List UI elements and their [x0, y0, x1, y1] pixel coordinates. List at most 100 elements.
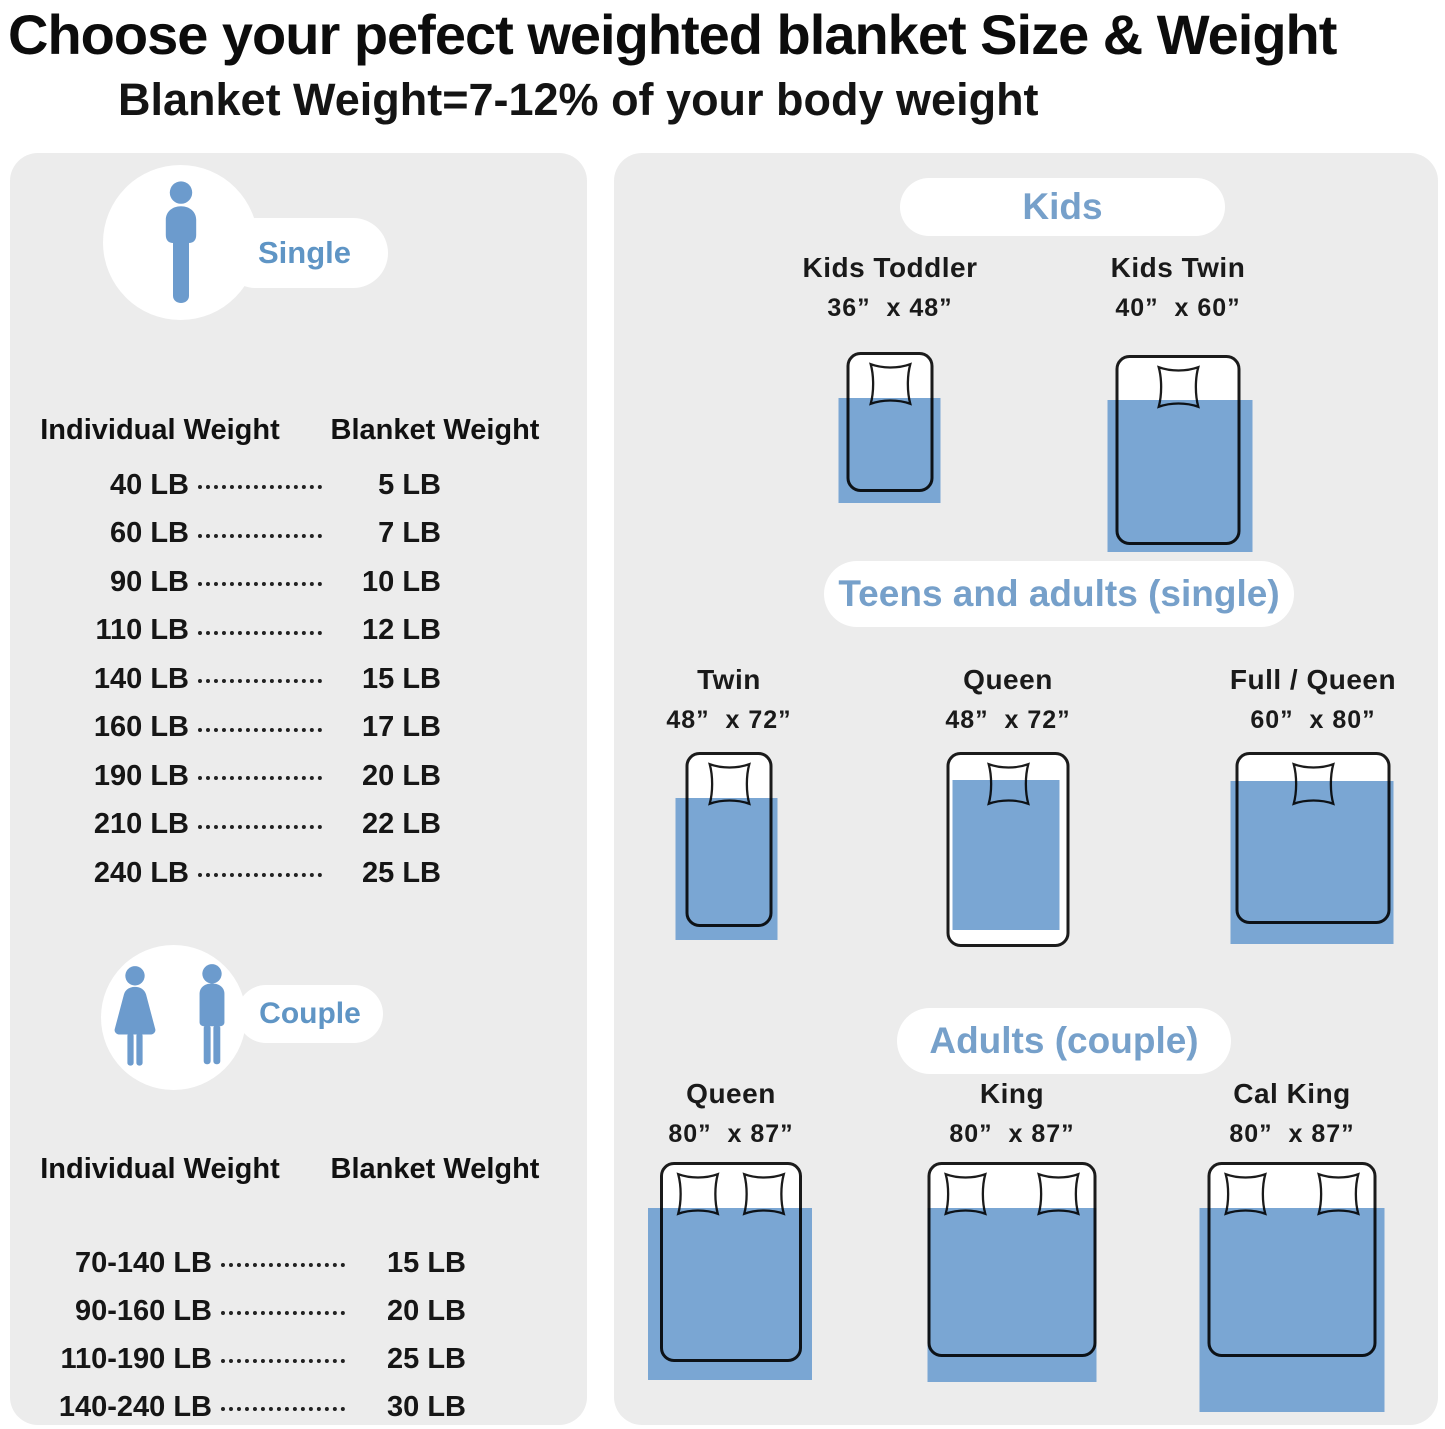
bed-size-name: Kids Toddler	[802, 252, 978, 283]
dotted-leader	[198, 776, 322, 781]
table-row: 90-160 LB 20 LB	[20, 1287, 468, 1335]
bed-dimensions: 40” x 60”	[1115, 294, 1241, 323]
individual-weight-value: 190 LB	[93, 759, 189, 792]
bed-figure	[927, 1162, 1097, 1382]
table-row: 210 LB 22 LB	[24, 801, 454, 850]
couple-badge-label: Couple	[259, 997, 361, 1030]
blanket-overlay	[675, 798, 778, 940]
single-table-headers: Individual Weight Blanket Weight	[10, 414, 587, 447]
blanket-overlay	[927, 1208, 1097, 1382]
blanket-overlay	[838, 398, 941, 503]
man-icon	[199, 963, 225, 1064]
table-row: 110 LB 12 LB	[24, 607, 454, 656]
blanket-weight-value: 17 LB	[362, 711, 441, 744]
individual-weight-value: 70-140 LB	[74, 1246, 212, 1279]
weight-table-panel: Single Individual Weight Blanket Weight …	[10, 153, 587, 1425]
bed-size-name: King	[979, 1078, 1045, 1109]
bed-column-king: King 80” x 87”	[862, 1078, 1162, 1382]
dotted-leader	[198, 873, 322, 878]
single-weight-table: 40 LB 5 LB 60 LB 7 LB 90 LB 10 LB 110 LB 12 …	[24, 461, 454, 898]
blanket-overlay	[952, 780, 1060, 930]
bed-size-name: Cal King	[1233, 1078, 1351, 1109]
table-row: 190 LB 20 LB	[24, 752, 454, 801]
table-row: 70-140 LB 15 LB	[20, 1239, 468, 1287]
section-header-teens-adults-single: Teens and adults (single)	[824, 561, 1294, 627]
section-header-label: Kids	[1022, 186, 1103, 227]
bed-column-twin: Twin 48” x 72”	[579, 664, 879, 940]
table-row: 240 LB 25 LB	[24, 849, 454, 898]
blanket-weight-value: 20 LB	[387, 1294, 466, 1327]
page-title: Choose your pefect weighted blanket Size…	[8, 3, 1337, 66]
blanket-weight-value: 15 LB	[362, 662, 441, 695]
blanket-overlay	[1199, 1208, 1385, 1412]
bed-column-queen-single: Queen 48” x 72”	[858, 664, 1158, 947]
blanket-weight-header: Blanket Weight	[330, 414, 540, 446]
table-row: 140-240 LB 30 LB	[20, 1383, 468, 1429]
bed-dimensions: 80” x 87”	[1229, 1120, 1355, 1149]
blanket-weight-value: 10 LB	[362, 565, 441, 598]
page-subtitle: Blanket Weight=7-12% of your body weight	[118, 74, 1039, 125]
blanket-weight-value: 30 LB	[387, 1390, 466, 1423]
individual-weight-value: 140-240 LB	[58, 1390, 212, 1423]
bed-figure	[648, 1162, 812, 1380]
blanket-weight-value: 25 LB	[362, 856, 441, 889]
individual-weight-value: 160 LB	[93, 711, 189, 744]
blanket-weight-value: 22 LB	[362, 808, 441, 841]
dotted-leader	[221, 1407, 345, 1411]
dotted-leader	[198, 485, 322, 490]
dotted-leader	[198, 679, 322, 684]
individual-weight-header: Individual Weight	[40, 414, 280, 446]
bed-figure	[946, 752, 1070, 947]
dotted-leader	[198, 582, 322, 587]
single-person-icon	[141, 179, 221, 307]
bed-size-name: Queen	[963, 664, 1053, 695]
individual-weight-value: 240 LB	[93, 856, 189, 889]
blanket-weight-value: 5 LB	[378, 468, 441, 501]
blanket-overlay	[1107, 400, 1253, 552]
individual-weight-value: 110 LB	[95, 614, 190, 647]
individual-weight-header: Individual Weight	[40, 1153, 280, 1185]
bed-figure	[1230, 752, 1394, 944]
couple-icon	[97, 960, 250, 1076]
blanket-overlay	[1230, 781, 1394, 944]
bed-dimensions: 60” x 80”	[1250, 706, 1376, 735]
individual-weight-value: 40 LB	[110, 468, 189, 501]
couple-icon-circle	[101, 945, 246, 1090]
bed-figure	[675, 752, 778, 940]
bed-dimensions: 80” x 87”	[668, 1120, 794, 1149]
section-header-label: Adults (couple)	[929, 1020, 1199, 1061]
dotted-leader	[198, 727, 322, 732]
blanket-weight-value: 15 LB	[387, 1246, 466, 1279]
bed-figure	[838, 352, 941, 503]
bed-figure	[1107, 355, 1253, 552]
table-row: 140 LB 15 LB	[24, 655, 454, 704]
individual-weight-value: 210 LB	[93, 808, 189, 841]
bed-figure	[1199, 1162, 1385, 1412]
section-header-label: Teens and adults (single)	[838, 573, 1280, 614]
bed-dimensions: 36” x 48”	[827, 294, 953, 323]
table-row: 160 LB 17 LB	[24, 704, 454, 753]
couple-badge: Couple	[237, 985, 383, 1043]
bed-column-queen-couple: Queen 80” x 87”	[581, 1078, 881, 1380]
blanket-weight-value: 12 LB	[362, 614, 441, 647]
section-header-adults-couple: Adults (couple)	[897, 1008, 1231, 1074]
section-header-kids: Kids	[900, 178, 1225, 236]
dotted-leader	[221, 1359, 345, 1363]
bed-column-full-queen: Full / Queen 60” x 80”	[1163, 664, 1445, 944]
bed-size-name: Queen	[686, 1078, 776, 1109]
table-row: 60 LB 7 LB	[24, 510, 454, 559]
woman-icon	[114, 965, 156, 1066]
bed-size-name: Full / Queen	[1229, 664, 1397, 695]
individual-weight-value: 110-190 LB	[60, 1342, 212, 1375]
blanket-overlay	[648, 1208, 812, 1380]
bed-column-cal-king: Cal King 80” x 87”	[1142, 1078, 1442, 1412]
bed-dimensions: 48” x 72”	[945, 706, 1071, 735]
couple-table-headers: Individual Weight Blanket Welght	[10, 1153, 587, 1186]
couple-weight-table: 70-140 LB 15 LB 90-160 LB 20 LB 110-190 LB…	[20, 1239, 468, 1429]
individual-weight-value: 140 LB	[93, 662, 189, 695]
individual-weight-value: 90-160 LB	[74, 1294, 212, 1327]
bed-column-kids-toddler: Kids Toddler 36” x 48”	[740, 252, 1040, 503]
bed-size-name: Kids Twin	[1110, 252, 1246, 283]
bed-size-name: Twin	[697, 664, 761, 695]
